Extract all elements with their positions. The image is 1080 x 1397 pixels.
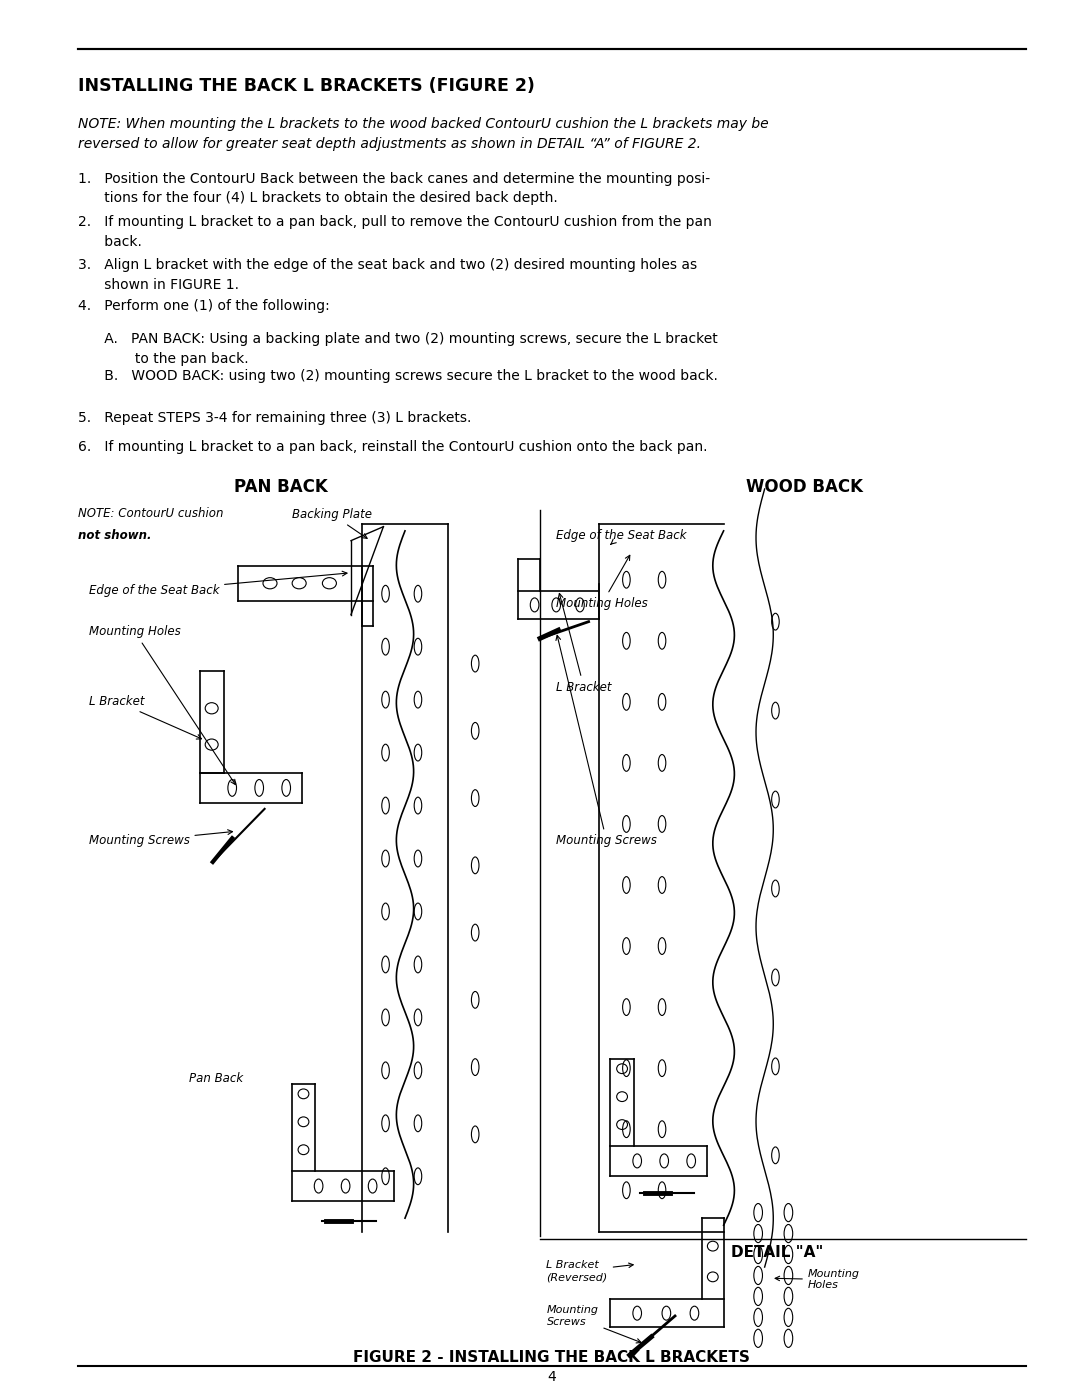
Text: WOOD BACK: WOOD BACK bbox=[746, 478, 863, 496]
Text: 1.   Position the ContourU Back between the back canes and determine the mountin: 1. Position the ContourU Back between th… bbox=[78, 172, 710, 205]
Text: Mounting Holes: Mounting Holes bbox=[556, 555, 648, 610]
Text: Mounting Screws: Mounting Screws bbox=[556, 636, 657, 848]
Text: Backing Plate: Backing Plate bbox=[292, 507, 372, 538]
Text: B.   WOOD BACK: using two (2) mounting screws secure the L bracket to the wood b: B. WOOD BACK: using two (2) mounting scr… bbox=[78, 369, 717, 383]
Text: 4: 4 bbox=[548, 1370, 556, 1384]
Text: PAN BACK: PAN BACK bbox=[234, 478, 327, 496]
Text: L Bracket
(Reversed): L Bracket (Reversed) bbox=[546, 1260, 633, 1282]
Text: DETAIL "A": DETAIL "A" bbox=[731, 1245, 824, 1260]
Text: Mounting Screws: Mounting Screws bbox=[89, 830, 232, 848]
Text: Mounting Holes: Mounting Holes bbox=[89, 624, 235, 785]
Text: Mounting
Screws: Mounting Screws bbox=[546, 1305, 642, 1343]
Text: Mounting
Holes: Mounting Holes bbox=[775, 1268, 860, 1291]
Text: 2.   If mounting L bracket to a pan back, pull to remove the ContourU cushion fr: 2. If mounting L bracket to a pan back, … bbox=[78, 215, 712, 249]
Text: not shown.: not shown. bbox=[78, 529, 151, 542]
Text: Edge of the Seat Back: Edge of the Seat Back bbox=[89, 571, 347, 598]
Text: 4.   Perform one (1) of the following:: 4. Perform one (1) of the following: bbox=[78, 299, 329, 313]
Text: 6.   If mounting L bracket to a pan back, reinstall the ContourU cushion onto th: 6. If mounting L bracket to a pan back, … bbox=[78, 440, 707, 454]
Text: 3.   Align L bracket with the edge of the seat back and two (2) desired mounting: 3. Align L bracket with the edge of the … bbox=[78, 258, 697, 292]
Text: NOTE: ContourU cushion: NOTE: ContourU cushion bbox=[78, 507, 224, 520]
Text: Edge of the Seat Back: Edge of the Seat Back bbox=[556, 528, 687, 545]
Text: FIGURE 2 - INSTALLING THE BACK L BRACKETS: FIGURE 2 - INSTALLING THE BACK L BRACKET… bbox=[353, 1351, 751, 1365]
Text: Pan Back: Pan Back bbox=[189, 1071, 243, 1085]
Text: A.   PAN BACK: Using a backing plate and two (2) mounting screws, secure the L b: A. PAN BACK: Using a backing plate and t… bbox=[78, 332, 717, 366]
Text: INSTALLING THE BACK L BRACKETS (FIGURE 2): INSTALLING THE BACK L BRACKETS (FIGURE 2… bbox=[78, 77, 535, 95]
Text: NOTE: When mounting the L brackets to the wood backed ContourU cushion the L bra: NOTE: When mounting the L brackets to th… bbox=[78, 117, 768, 151]
Text: 5.   Repeat STEPS 3-4 for remaining three (3) L brackets.: 5. Repeat STEPS 3-4 for remaining three … bbox=[78, 411, 471, 425]
Text: L Bracket: L Bracket bbox=[89, 694, 202, 739]
Text: L Bracket: L Bracket bbox=[556, 594, 611, 694]
